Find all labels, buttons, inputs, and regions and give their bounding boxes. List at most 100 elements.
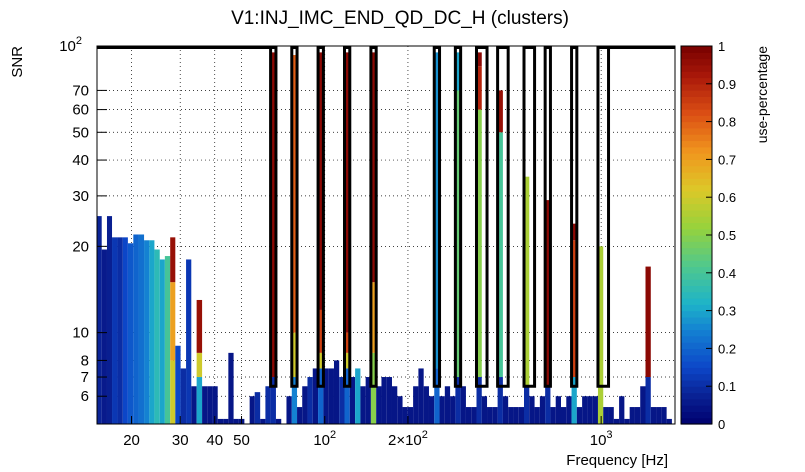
heatmap-cell [270, 377, 276, 424]
heatmap-cell [318, 309, 324, 353]
colorbar-tick-label: 0.2 [718, 341, 736, 356]
colorbar-tick-label: 0.5 [718, 228, 736, 243]
heatmap-cell [349, 377, 356, 424]
colorbar-segment [681, 398, 712, 406]
heatmap-cell [138, 234, 145, 424]
colorbar-segment [681, 405, 712, 412]
colorbar-tick-label: 0.1 [718, 379, 736, 394]
heatmap-cell [180, 368, 187, 424]
heatmap-cell [513, 407, 519, 424]
heatmap-cell [233, 418, 239, 424]
colorbar-segment [681, 159, 712, 167]
colorbar-segment [681, 203, 712, 211]
heatmap-cell [291, 332, 298, 378]
selection-box [474, 46, 489, 388]
colorbar-tick-label: 1 [718, 39, 725, 54]
x-tick-label: 102 [313, 429, 336, 449]
heatmap-cell [497, 132, 503, 378]
heatmap-cell [127, 243, 134, 424]
heatmap-cell [170, 282, 176, 361]
heatmap-cell [555, 396, 561, 424]
colorbar-label: use-percentage [754, 46, 770, 144]
heatmap-cell [117, 237, 123, 424]
colorbar-segment [681, 298, 712, 305]
colorbar: 0 0.1 0.2 0.3 0.4 0.5 0.6 0.7 0.8 0.9 1 [680, 39, 736, 432]
heatmap-cell [619, 396, 625, 424]
heatmap-cell [661, 407, 667, 424]
colorbar-segment [681, 190, 712, 198]
heatmap-cell [318, 352, 324, 369]
heatmap-cell [312, 368, 319, 424]
heatmap-cell [571, 377, 577, 424]
heatmap-cell [254, 392, 261, 424]
colorbar-segment [681, 90, 712, 97]
colorbar-segment [681, 228, 712, 236]
colorbar-segment [681, 165, 712, 173]
colorbar-segment [681, 373, 712, 381]
heatmap-cell [524, 386, 530, 424]
selection-box [570, 46, 579, 388]
heatmap-cell [455, 90, 461, 378]
heatmap-cell [608, 407, 614, 424]
heatmap-cell [455, 377, 461, 424]
heatmap-cell [370, 52, 377, 283]
heatmap-cell [291, 377, 298, 424]
selection-box [432, 46, 442, 388]
heatmap-cell [307, 377, 313, 424]
y-tick-label: 7 [81, 369, 89, 386]
colorbar-segment [681, 115, 712, 123]
heatmap-cell [175, 345, 181, 424]
x-tick-label: 2×102 [388, 429, 428, 449]
heatmap-cell [529, 396, 535, 424]
heatmap-cell [423, 386, 429, 424]
x-tick-label: 20 [123, 432, 140, 449]
colorbar-segment [681, 178, 712, 186]
heatmap-cell [344, 352, 350, 369]
x-axis-label: Frequency [Hz] [566, 452, 668, 469]
colorbar-tick-label: 0.8 [718, 115, 736, 130]
y-tick-label: 20 [72, 238, 89, 255]
heatmap-cell [97, 216, 102, 424]
heatmap-cell [550, 407, 556, 424]
selection-box [522, 46, 537, 388]
heatmap-cell [434, 368, 440, 424]
heatmap-cell [318, 368, 324, 424]
colorbar-segment [681, 329, 712, 337]
colorbar-segment [681, 235, 712, 242]
heatmap-cell [640, 386, 646, 424]
heatmap-cell [434, 52, 440, 369]
colorbar-segment [681, 316, 712, 324]
heatmap-cell [101, 249, 107, 424]
heatmap-cell [370, 282, 377, 353]
y-axis-label: SNR [9, 46, 26, 78]
selection-box [269, 46, 278, 388]
heatmap-cell [365, 377, 371, 424]
y-axis: 6 78 10 20 30 40 50 60 70 102 [59, 35, 107, 405]
heatmap-cell [476, 377, 482, 424]
heatmap-cell [418, 368, 424, 424]
heatmap-cells [97, 52, 672, 424]
colorbar-segment [681, 222, 712, 230]
colorbar-segment [681, 361, 712, 368]
colorbar-segment [681, 184, 712, 192]
colorbar-segment [681, 52, 712, 60]
colorbar-segment [681, 342, 712, 349]
heatmap-cell [524, 176, 530, 387]
heatmap-cell [476, 66, 482, 110]
y-tick-label: 10 [72, 325, 89, 342]
colorbar-segment [681, 58, 712, 66]
heatmap-cell [286, 396, 292, 424]
heatmap-cell [149, 240, 155, 424]
heatmap-cell [545, 386, 551, 424]
y-tick-label: 70 [72, 82, 89, 99]
heatmap-cell [497, 90, 503, 133]
heatmap-cell [122, 237, 128, 424]
heatmap-cell [592, 396, 598, 424]
heatmap-cell [360, 386, 366, 424]
heatmap-cell [144, 240, 150, 424]
heatmap-cell [465, 407, 472, 424]
colorbar-segment [681, 197, 712, 205]
y-tick-label: 30 [72, 188, 89, 205]
heatmap-cell [186, 259, 192, 424]
